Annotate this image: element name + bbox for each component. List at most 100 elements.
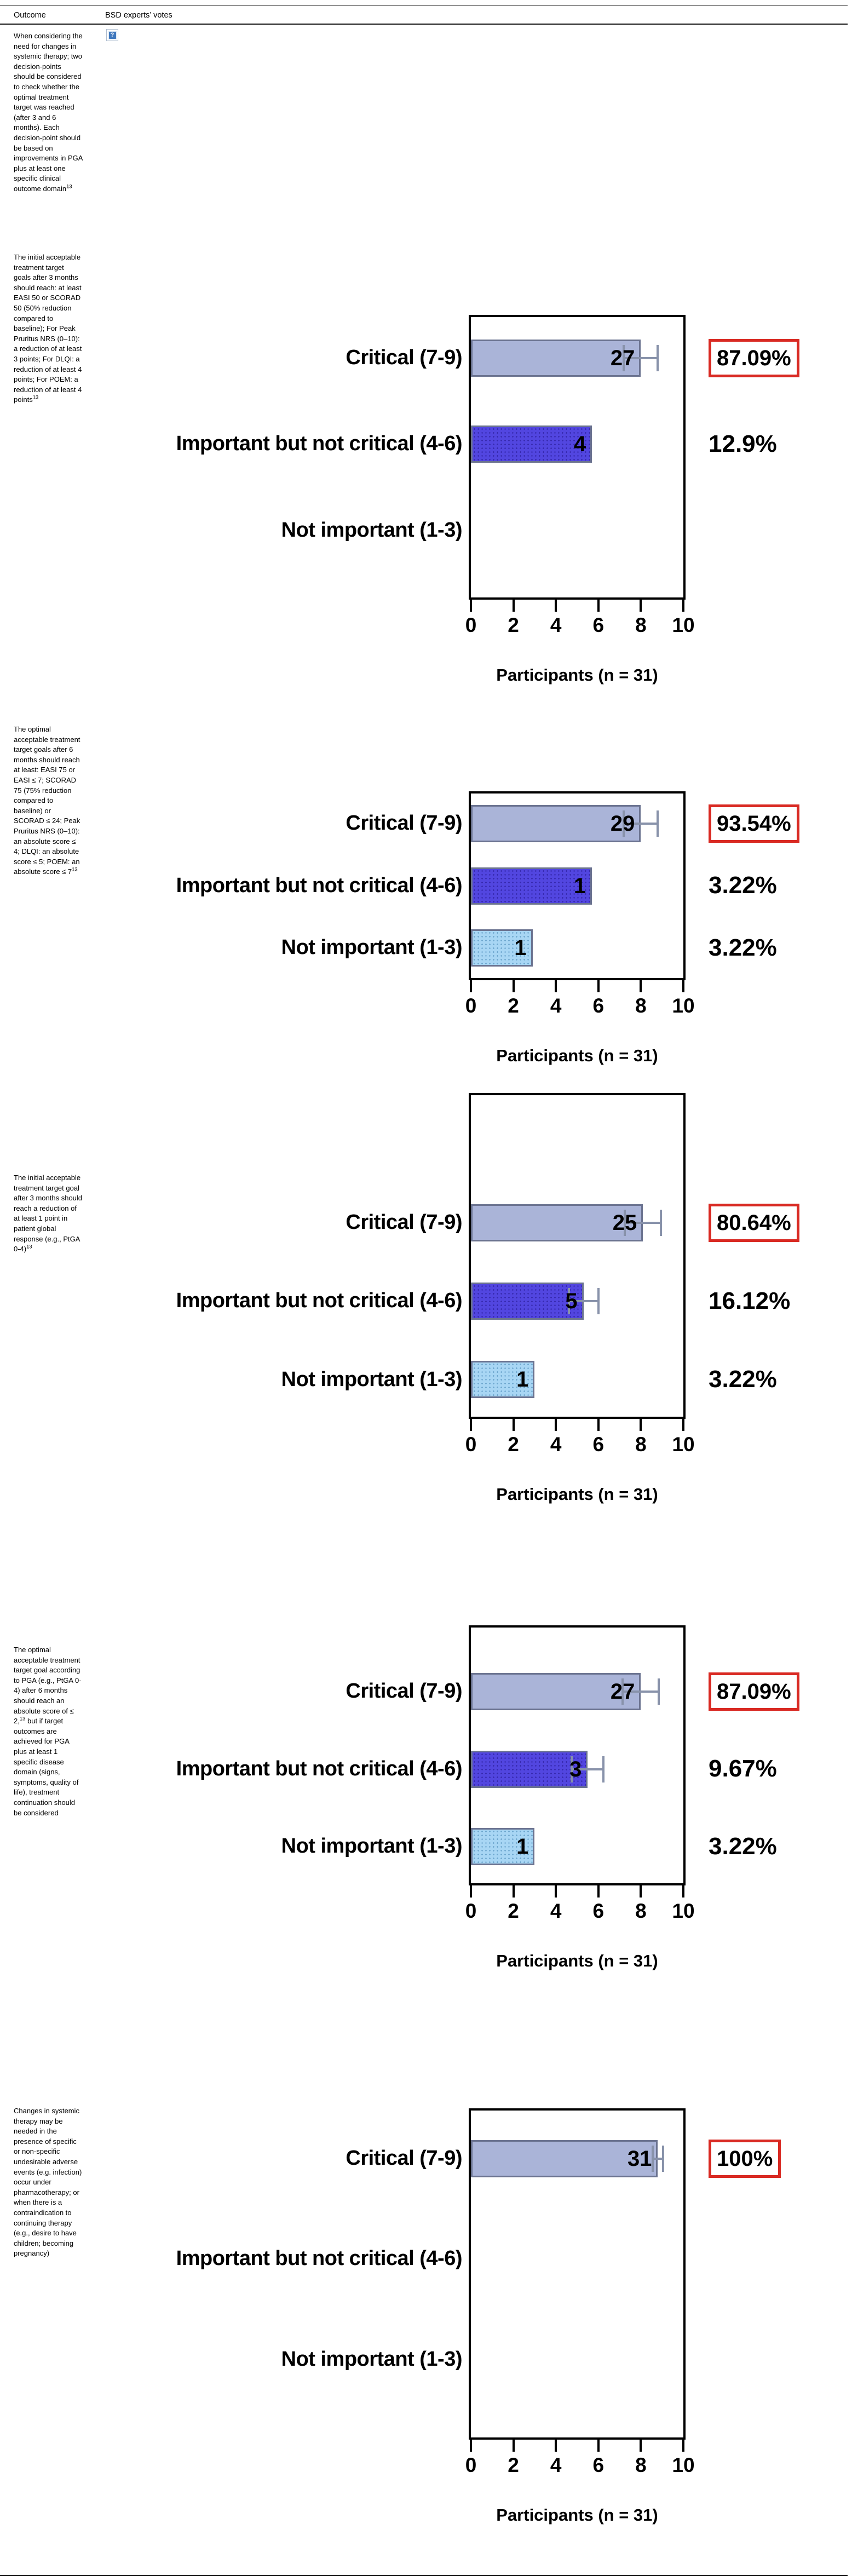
reference-superscript: 13 xyxy=(26,1244,32,1250)
tick-mark xyxy=(512,1419,515,1431)
x-axis-ticks xyxy=(470,980,684,992)
bar-row: Critical (7-9) 27 87.09% xyxy=(110,315,849,401)
tick-label: 6 xyxy=(592,2454,605,2476)
category-label: Important but not critical (4-6) xyxy=(176,1757,463,1780)
tick-mark xyxy=(470,980,472,992)
tick-mark xyxy=(555,980,557,992)
category-label: Not important (1-3) xyxy=(281,1367,463,1391)
tick-label: 4 xyxy=(550,994,562,1017)
vote-bar: 29 xyxy=(471,804,641,842)
x-axis-title: Participants (n = 31) xyxy=(496,1951,658,1970)
vote-bar: 27 xyxy=(471,1672,641,1710)
outcome-cell: The optimal acceptable treatment target … xyxy=(0,1622,105,2100)
bar-track xyxy=(471,2341,683,2378)
tick-mark xyxy=(470,2440,472,2452)
question-mark-glyph: ? xyxy=(108,31,117,39)
broken-image-icon: ? xyxy=(106,29,118,41)
tick-label: 2 xyxy=(508,614,519,636)
category-label: Critical (7-9) xyxy=(346,812,462,835)
percent-cell: 3.22% xyxy=(683,934,849,961)
x-axis-ticks xyxy=(470,1419,684,1431)
tick-mark xyxy=(597,600,600,612)
error-bar xyxy=(623,810,659,837)
tick-label: 0 xyxy=(465,994,477,1017)
bar-count-label: 29 xyxy=(610,811,635,836)
x-axis-tick-labels: 0 2 4 6 8 10 xyxy=(465,1900,695,1928)
outcome-text: The optimal acceptable treatment target … xyxy=(14,1645,83,1818)
outcome-text-continued: but if target outcomes are achieved for … xyxy=(14,1717,79,1817)
tick-mark xyxy=(555,2440,557,2452)
error-bar xyxy=(651,2145,665,2172)
votes-table: Outcome BSD experts’ votes When consider… xyxy=(0,5,848,2576)
x-axis-title: Participants (n = 31) xyxy=(496,665,658,685)
votes-bar-chart: Critical (7-9) 27 87.09% Important but n… xyxy=(110,315,849,704)
votes-cell: Critical (7-9) 31 100% Important but not… xyxy=(105,2100,848,2575)
vote-bar: 4 xyxy=(471,425,592,463)
outcome-text-body: The optimal acceptable treatment target … xyxy=(14,725,80,876)
x-axis-tick-labels: 0 2 4 6 8 10 xyxy=(465,994,695,1023)
tick-label: 4 xyxy=(550,1433,562,1456)
table-row: The optimal acceptable treatment target … xyxy=(0,718,848,1084)
tick-mark xyxy=(640,2440,642,2452)
votes-cell: Critical (7-9) 25 80.64% Important but n… xyxy=(105,1084,848,1622)
tick-label: 2 xyxy=(508,2454,519,2476)
category-label: Not important (1-3) xyxy=(281,1835,463,1858)
category-label: Critical (7-9) xyxy=(346,346,462,369)
tick-label: 8 xyxy=(635,1900,647,1922)
tick-label: 4 xyxy=(550,2454,562,2476)
reference-superscript: 13 xyxy=(72,866,78,873)
bar-track: 4 xyxy=(471,425,683,463)
percent-label: 12.9% xyxy=(709,430,777,457)
tick-mark xyxy=(597,2440,600,2452)
percent-cell: 80.64% xyxy=(683,1203,849,1242)
bar-track: 27 xyxy=(471,1672,683,1710)
category-label: Important but not critical (4-6) xyxy=(176,432,463,456)
bar-track: 1 xyxy=(471,1361,683,1399)
tick-mark xyxy=(512,2440,515,2452)
tick-mark xyxy=(682,600,684,612)
bar-track: 1 xyxy=(471,929,683,967)
outcome-text-body: Changes in systemic therapy may be neede… xyxy=(14,2107,82,2258)
reference-superscript: 13 xyxy=(19,1716,26,1722)
tick-label: 0 xyxy=(465,2454,477,2476)
tick-mark xyxy=(682,2440,684,2452)
bar-rows: Critical (7-9) 27 87.09% Important but n… xyxy=(110,315,849,600)
error-bar xyxy=(623,344,659,371)
x-axis-ticks xyxy=(470,1885,684,1898)
bar-track: 1 xyxy=(471,867,683,905)
tick-mark xyxy=(470,1885,472,1898)
tick-label: 6 xyxy=(592,1433,605,1456)
percent-cell: 100% xyxy=(683,2139,849,2178)
bar-row: Not important (1-3) xyxy=(110,487,849,573)
tick-mark xyxy=(512,980,515,992)
bar-track: 5 xyxy=(471,1282,683,1320)
outcome-text: The initial acceptable treatment target … xyxy=(14,1173,83,1255)
votes-bar-chart: Critical (7-9) 25 80.64% Important but n… xyxy=(110,1093,849,1523)
tick-label: 0 xyxy=(465,1433,477,1456)
percent-label: 100% xyxy=(709,2139,781,2178)
bar-track: 31 xyxy=(471,2140,683,2177)
column-header-bsd-experts-votes: BSD experts’ votes xyxy=(105,11,172,20)
bar-count-label: 1 xyxy=(514,936,527,961)
votes-cell: Critical (7-9) 27 87.09% Important but n… xyxy=(105,246,848,718)
percent-cell: 16.12% xyxy=(683,1287,849,1314)
bar-row: Not important (1-3) 1 3.22% xyxy=(110,1808,849,1885)
tick-label: 10 xyxy=(672,1433,695,1456)
vote-bar: 1 xyxy=(471,867,592,905)
tick-label: 8 xyxy=(635,614,647,636)
outcome-cell: The initial acceptable treatment target … xyxy=(0,246,105,718)
tick-mark xyxy=(597,1885,600,1898)
category-label: Important but not critical (4-6) xyxy=(176,1289,463,1313)
tick-label: 6 xyxy=(592,994,605,1017)
tick-mark xyxy=(555,1885,557,1898)
percent-cell: 3.22% xyxy=(683,1366,849,1393)
tick-label: 2 xyxy=(508,1433,519,1456)
tick-label: 8 xyxy=(635,1433,647,1456)
bar-count-label: 3 xyxy=(569,1757,582,1781)
bar-track xyxy=(471,2240,683,2278)
tick-label: 6 xyxy=(592,614,605,636)
bar-row: Not important (1-3) xyxy=(110,2309,849,2410)
tick-label: 0 xyxy=(465,1900,477,1922)
percent-label: 3.22% xyxy=(709,1832,777,1860)
bar-track: 29 xyxy=(471,804,683,842)
